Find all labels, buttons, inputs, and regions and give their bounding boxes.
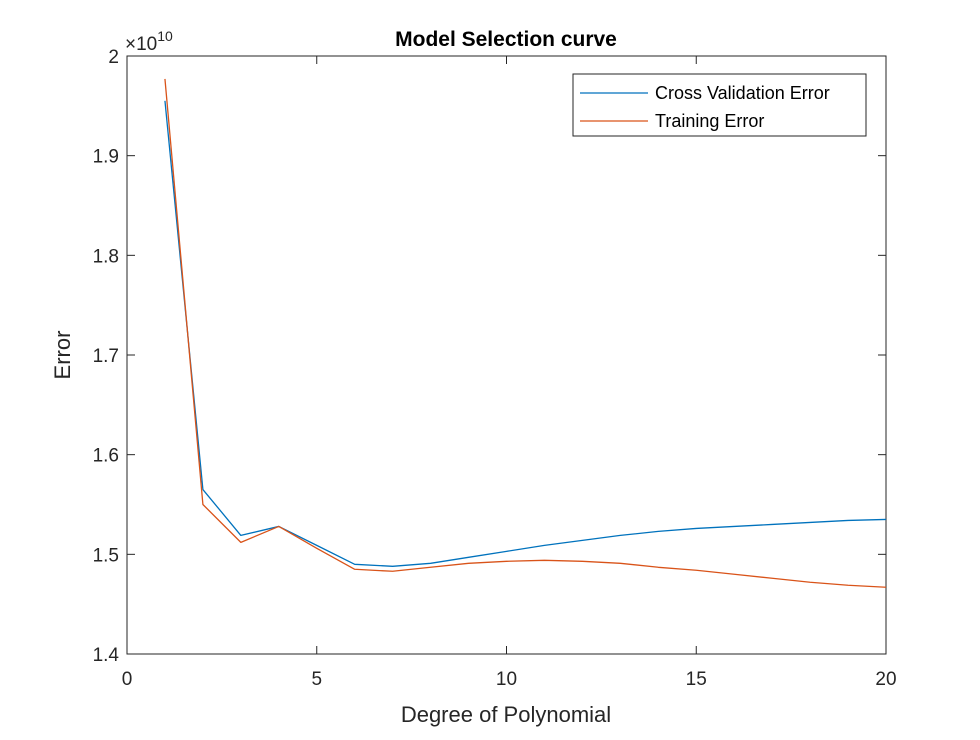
y-tick-label: 1.5 bbox=[93, 545, 119, 566]
legend-entry-label: Cross Validation Error bbox=[655, 83, 830, 103]
legend-box bbox=[572, 73, 867, 137]
y-exponent-base: ×10 bbox=[125, 34, 157, 55]
y-tick-label: 1.9 bbox=[93, 147, 119, 168]
y-exponent-power: 10 bbox=[157, 28, 173, 44]
x-tick-label: 10 bbox=[496, 669, 517, 690]
chart-title: Model Selection curve bbox=[395, 28, 617, 51]
x-axis-label: Degree of Polynomial bbox=[401, 702, 611, 727]
y-axis-label: Error bbox=[50, 331, 75, 380]
plot-area bbox=[126, 55, 887, 655]
y-tick-label: 1.7 bbox=[93, 346, 119, 367]
y-tick-label: 2 bbox=[108, 47, 119, 68]
x-tick-label: 0 bbox=[122, 669, 133, 690]
series-line-training-error bbox=[164, 78, 887, 588]
y-tick-label: 1.4 bbox=[93, 645, 120, 666]
y-tick-label: 1.8 bbox=[93, 246, 119, 267]
legend: Cross Validation Error Training Error bbox=[572, 73, 867, 137]
legend-entry-label: Training Error bbox=[655, 111, 764, 131]
y-tick-label: 1.6 bbox=[93, 446, 119, 467]
x-tick-label: 5 bbox=[311, 669, 322, 690]
x-tick-label: 15 bbox=[686, 669, 707, 690]
svg-text:×1010: ×1010 bbox=[125, 28, 173, 55]
x-tick-label: 20 bbox=[875, 669, 896, 690]
y-exponent-label: ×1010 bbox=[125, 28, 173, 55]
